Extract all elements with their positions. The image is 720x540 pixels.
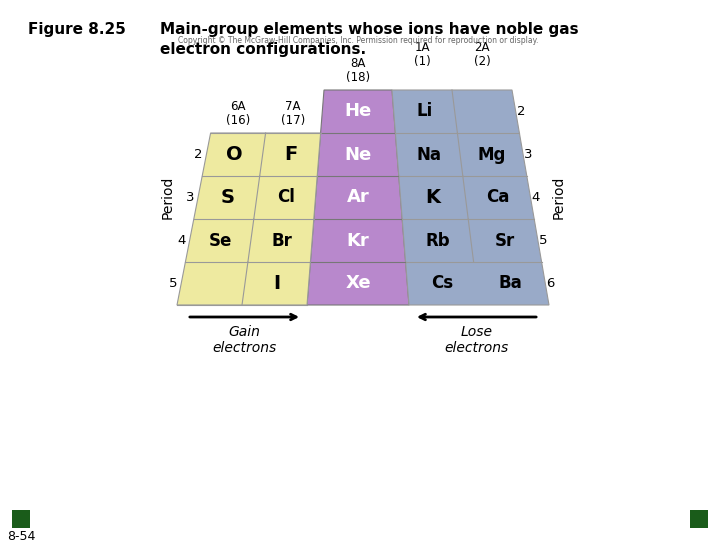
Bar [12,510,30,528]
Text: Ne: Ne [344,145,372,164]
Text: 5: 5 [169,277,177,290]
Text: Gain
electrons: Gain electrons [212,325,276,355]
Text: Ar: Ar [346,188,369,206]
Text: Se: Se [209,232,232,249]
Text: Period: Period [552,176,565,219]
Text: 6: 6 [546,277,555,290]
Bar [690,510,708,528]
Text: S: S [220,188,235,207]
Text: Cl: Cl [277,188,295,206]
Text: Kr: Kr [346,232,369,249]
Polygon shape [307,90,409,305]
Text: Copyright © The McGraw-Hill Companies, Inc. Permission required for reproduction: Copyright © The McGraw-Hill Companies, I… [178,36,538,45]
Text: F: F [284,145,297,164]
Text: O: O [226,145,243,164]
Text: Lose
electrons: Lose electrons [444,325,508,355]
Text: Main-group elements whose ions have noble gas
electron configurations.: Main-group elements whose ions have nobl… [160,22,579,57]
Text: Period: Period [161,176,175,219]
Polygon shape [177,133,320,305]
Text: Ca: Ca [486,188,510,206]
Text: 3: 3 [524,148,533,161]
Text: He: He [344,103,372,120]
Text: Xe: Xe [345,274,371,293]
Text: Mg: Mg [477,145,505,164]
Text: 1A
(1): 1A (1) [413,41,431,68]
Text: 5: 5 [539,234,548,247]
Text: I: I [274,274,280,293]
Text: 8A
(18): 8A (18) [346,57,370,84]
Text: 3: 3 [186,191,194,204]
Text: 6A
(16): 6A (16) [226,100,251,127]
Text: 4: 4 [532,191,540,204]
Text: Br: Br [271,232,292,249]
Text: Ba: Ba [499,274,523,293]
Text: Figure 8.25: Figure 8.25 [28,22,126,37]
Text: Li: Li [416,103,432,120]
Text: K: K [426,188,441,207]
Polygon shape [392,90,549,305]
Text: Sr: Sr [494,232,515,249]
Text: Cs: Cs [431,274,453,293]
Text: 7A
(17): 7A (17) [281,100,305,127]
Text: Na: Na [416,145,441,164]
Text: 2A
(2): 2A (2) [474,41,490,68]
Text: 8-54: 8-54 [6,530,35,540]
Text: Rb: Rb [425,232,450,249]
Text: 2: 2 [194,148,202,161]
Text: 4: 4 [177,234,186,247]
Text: 2: 2 [517,105,526,118]
